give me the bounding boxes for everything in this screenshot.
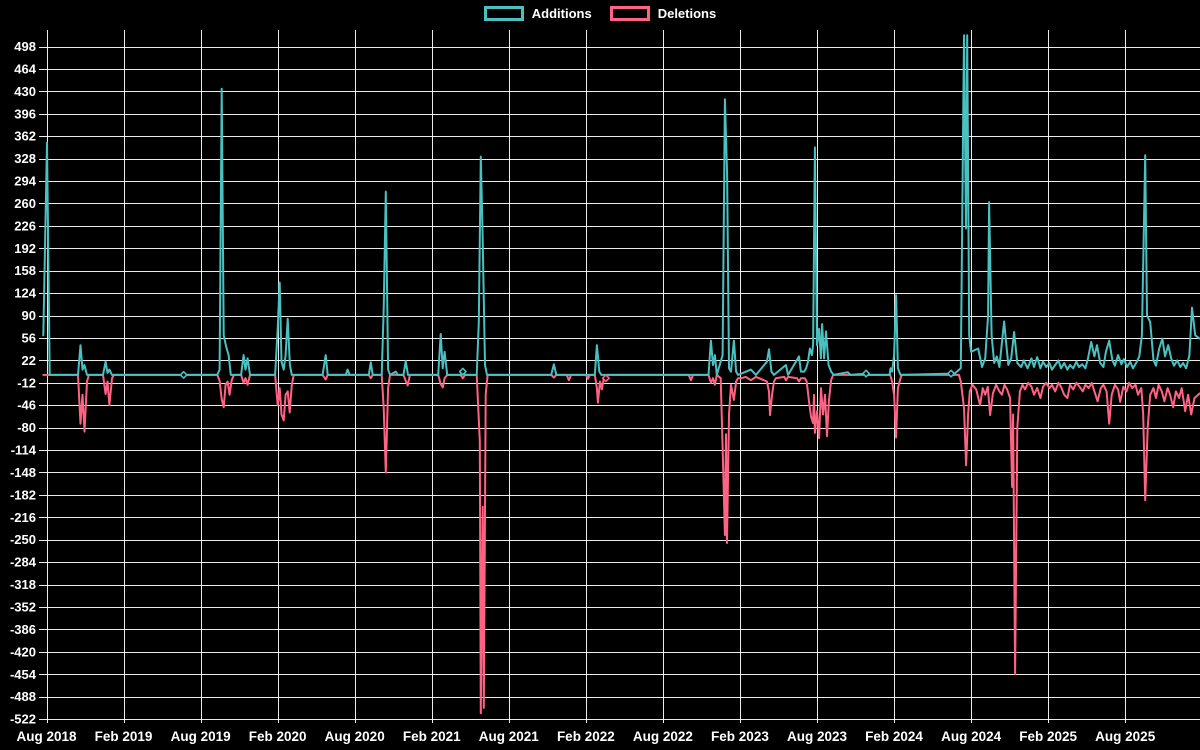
y-tick-label: -80 — [17, 420, 36, 435]
y-tick-label: 396 — [14, 106, 36, 121]
y-tick-label: -148 — [10, 465, 36, 480]
additions-legend-label: Additions — [531, 6, 592, 21]
y-tick-label: 124 — [14, 286, 36, 301]
deletions-line[interactable] — [42, 373, 1200, 715]
y-tick-label: -454 — [10, 667, 37, 682]
y-tick-label: 90 — [22, 308, 36, 323]
x-tick-label: Feb 2019 — [95, 729, 153, 744]
x-tick-label: Feb 2020 — [249, 729, 307, 744]
x-tick-label: Aug 2020 — [325, 729, 385, 744]
y-tick-label: 260 — [14, 196, 36, 211]
x-axis-labels: Aug 2018 Feb 2019 Aug 2019 Feb 2020 Aug 2020… — [16, 729, 1155, 744]
deletions-legend-label: Deletions — [657, 6, 717, 21]
x-tick-label: Aug 2023 — [787, 729, 848, 744]
chart-legend: Additions Deletions — [0, 6, 1200, 21]
x-tick-label: Aug 2024 — [941, 729, 1002, 744]
y-tick-label: -420 — [10, 644, 36, 659]
y-tick-label: 498 — [14, 39, 36, 54]
y-tick-label: 362 — [14, 129, 36, 144]
data-point-marker[interactable] — [179, 370, 188, 379]
additions-line[interactable] — [42, 34, 1200, 376]
y-tick-label: 56 — [22, 330, 36, 345]
x-tick-label: Aug 2018 — [16, 729, 77, 744]
y-tick-label: -182 — [10, 487, 36, 502]
y-tick-label: -250 — [10, 532, 36, 547]
y-tick-label: -488 — [10, 689, 36, 704]
y-tick-label: -12 — [17, 375, 36, 390]
y-tick-label: -522 — [10, 712, 36, 727]
y-tick-label: -318 — [10, 577, 36, 592]
y-tick-label: -216 — [10, 510, 36, 525]
additions-legend-swatch — [483, 6, 524, 21]
x-tick-label: Aug 2022 — [633, 729, 693, 744]
x-tick-label: Feb 2022 — [557, 729, 615, 744]
legend-item-additions[interactable]: Additions — [483, 6, 592, 21]
x-tick-label: Feb 2021 — [403, 729, 461, 744]
x-tick-label: Feb 2024 — [865, 729, 923, 744]
data-point-marker[interactable] — [601, 374, 610, 383]
y-tick-label: 430 — [14, 84, 36, 99]
x-tick-label: Feb 2025 — [1019, 729, 1077, 744]
data-point-marker[interactable] — [862, 369, 871, 378]
y-tick-label: -352 — [10, 600, 36, 615]
y-tick-label: 158 — [14, 263, 36, 278]
y-tick-label: 328 — [14, 151, 36, 166]
y-axis-labels: 498 464 430 396 362 328 294 260 226 192 158 124 90 56… — [10, 39, 37, 727]
y-tick-label: 226 — [14, 218, 36, 233]
y-tick-label: -386 — [10, 622, 36, 637]
plot-area — [42, 34, 1200, 715]
y-tick-label: -46 — [17, 398, 36, 413]
gridlines — [39, 30, 1200, 723]
deletions-legend-swatch — [609, 6, 650, 21]
y-tick-label: -284 — [10, 555, 37, 570]
y-tick-label: -114 — [11, 443, 37, 458]
x-tick-label: Aug 2025 — [1095, 729, 1156, 744]
y-tick-label: 294 — [14, 174, 36, 189]
y-tick-label: 192 — [14, 241, 36, 256]
legend-item-deletions[interactable]: Deletions — [609, 6, 717, 21]
x-tick-label: Aug 2021 — [479, 729, 540, 744]
y-tick-label: 22 — [22, 353, 36, 368]
x-tick-label: Aug 2019 — [171, 729, 231, 744]
y-tick-label: 464 — [14, 61, 36, 76]
x-tick-label: Feb 2023 — [711, 729, 769, 744]
data-point-marker[interactable] — [947, 369, 956, 378]
data-point-marker[interactable] — [458, 367, 467, 376]
